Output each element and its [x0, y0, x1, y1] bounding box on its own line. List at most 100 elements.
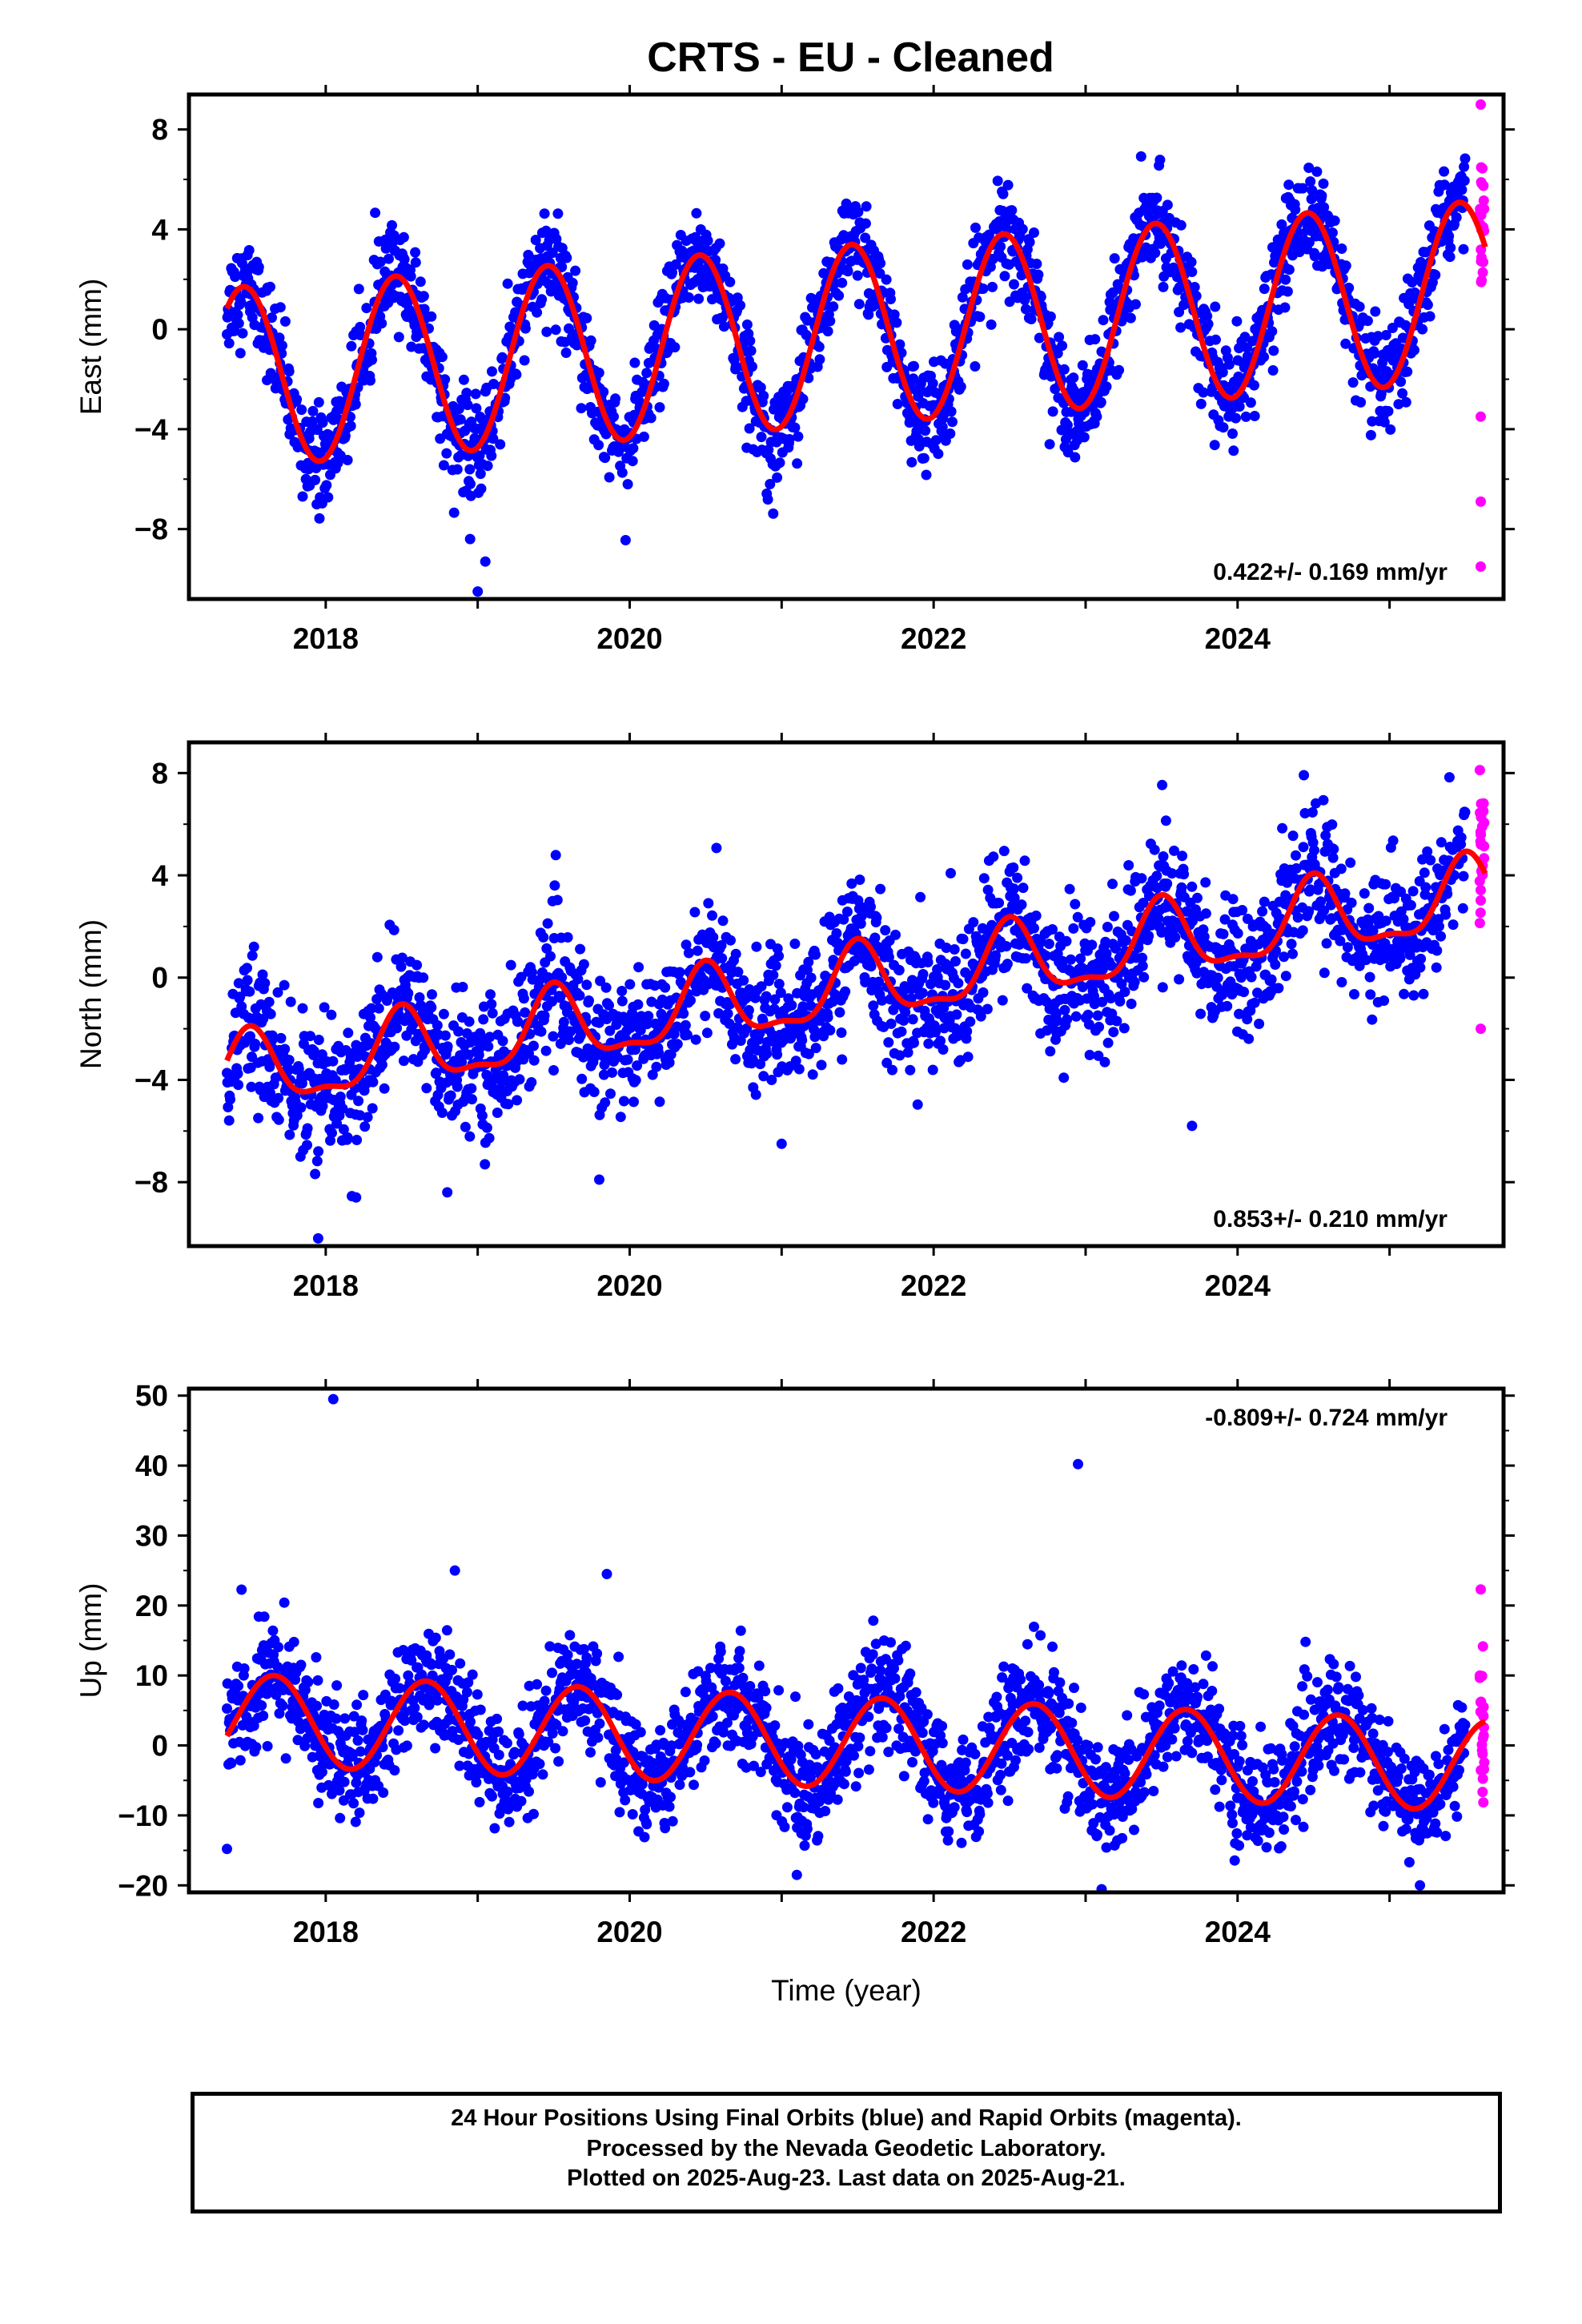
final-orbit-point — [1002, 959, 1013, 970]
final-orbit-point — [242, 975, 253, 986]
final-orbit-point — [401, 1740, 412, 1751]
final-orbit-point — [1335, 935, 1346, 947]
final-orbit-point — [223, 338, 235, 349]
final-orbit-point — [233, 1080, 244, 1091]
final-orbit-point — [1443, 231, 1455, 242]
final-orbit-point — [1199, 931, 1210, 943]
final-orbit-point — [267, 312, 277, 324]
final-orbit-point — [905, 1064, 916, 1076]
final-orbit-point — [279, 316, 291, 327]
final-orbit-point — [503, 1099, 514, 1110]
final-orbit-point — [891, 317, 902, 328]
final-orbit-point — [226, 1758, 237, 1769]
final-orbit-point — [279, 1597, 290, 1608]
final-orbit-point — [456, 1056, 468, 1068]
final-orbit-point — [1309, 251, 1320, 262]
final-orbit-point — [1191, 291, 1202, 302]
final-orbit-point — [789, 939, 801, 949]
x-tick-label: 2020 — [596, 1269, 662, 1302]
rapid-orbit-point — [1476, 561, 1486, 572]
final-orbit-point — [222, 1703, 232, 1714]
rapid-orbit-point — [1476, 895, 1486, 906]
final-orbit-point — [1354, 960, 1365, 971]
final-orbit-point — [432, 1716, 443, 1727]
final-orbit-point — [906, 456, 917, 468]
final-orbit-point — [946, 406, 957, 417]
final-orbit-point — [920, 425, 931, 436]
final-orbit-point — [1090, 334, 1101, 345]
final-orbit-point — [331, 1680, 343, 1691]
final-orbit-point — [690, 1034, 701, 1045]
final-orbit-point — [371, 951, 383, 963]
final-orbit-point — [575, 943, 586, 955]
final-orbit-point — [283, 1064, 294, 1076]
final-orbit-point — [600, 452, 611, 464]
final-orbit-point — [588, 1053, 599, 1064]
final-orbit-point — [995, 241, 1006, 252]
final-orbit-point — [1160, 815, 1171, 826]
final-orbit-point — [311, 424, 323, 436]
final-orbit-point — [1343, 283, 1355, 293]
final-orbit-point — [262, 1741, 273, 1751]
final-orbit-point — [390, 1673, 401, 1684]
final-orbit-point — [430, 1743, 441, 1754]
final-orbit-point — [447, 1664, 457, 1675]
final-orbit-point — [251, 1742, 262, 1753]
final-orbit-point — [1273, 983, 1284, 994]
final-orbit-point — [1457, 903, 1468, 914]
final-orbit-point — [1064, 883, 1075, 895]
final-orbit-point — [730, 948, 741, 959]
final-orbit-point — [255, 999, 267, 1010]
final-orbit-point — [735, 300, 746, 311]
final-orbit-point — [1125, 885, 1136, 896]
final-orbit-point — [1400, 396, 1411, 408]
final-orbit-point — [797, 393, 809, 404]
final-orbit-point — [267, 1625, 279, 1636]
final-orbit-point — [1415, 953, 1427, 964]
final-orbit-point — [1020, 304, 1031, 315]
final-orbit-point — [389, 1765, 400, 1776]
final-orbit-point — [387, 219, 397, 231]
final-orbit-point — [472, 586, 484, 597]
final-orbit-point — [1298, 842, 1309, 853]
final-orbit-point — [358, 1690, 369, 1701]
final-orbit-point — [376, 1059, 387, 1071]
final-orbit-point — [327, 1055, 339, 1067]
final-orbit-point — [1009, 279, 1019, 290]
final-orbit-point — [1405, 899, 1416, 911]
final-orbit-point — [1280, 274, 1291, 285]
final-orbit-point — [1276, 219, 1287, 230]
final-orbit-point — [550, 1743, 561, 1754]
final-orbit-point — [1126, 999, 1137, 1009]
x-tick-label: 2018 — [293, 622, 359, 655]
final-orbit-point — [1380, 330, 1391, 340]
final-orbit-point — [465, 478, 476, 489]
final-orbit-point — [681, 939, 692, 951]
final-orbit-point — [1068, 372, 1079, 384]
final-orbit-point — [393, 332, 404, 343]
final-orbit-point — [1006, 205, 1018, 216]
final-orbit-point — [1031, 259, 1042, 269]
final-orbit-point — [1019, 855, 1030, 866]
final-orbit-point — [716, 940, 727, 951]
final-orbit-point — [359, 1121, 371, 1132]
final-orbit-point — [484, 1132, 495, 1144]
final-orbit-point — [305, 1031, 315, 1042]
final-orbit-point — [1240, 411, 1251, 422]
final-orbit-point — [1318, 178, 1329, 189]
final-orbit-point — [1422, 846, 1433, 857]
final-orbit-point — [1143, 931, 1154, 942]
final-orbit-point — [1162, 879, 1173, 889]
final-orbit-point — [1222, 1000, 1233, 1011]
final-orbit-point — [600, 1097, 611, 1108]
final-orbit-point — [1266, 974, 1277, 985]
y-tick-label: −8 — [135, 513, 168, 546]
final-orbit-point — [492, 1108, 503, 1118]
final-orbit-point — [351, 1699, 363, 1711]
final-orbit-point — [651, 1061, 662, 1072]
final-orbit-point — [536, 294, 548, 305]
final-orbit-point — [1162, 199, 1173, 211]
final-orbit-point — [1257, 906, 1268, 917]
final-orbit-point — [279, 979, 290, 991]
final-orbit-point — [1305, 884, 1316, 895]
